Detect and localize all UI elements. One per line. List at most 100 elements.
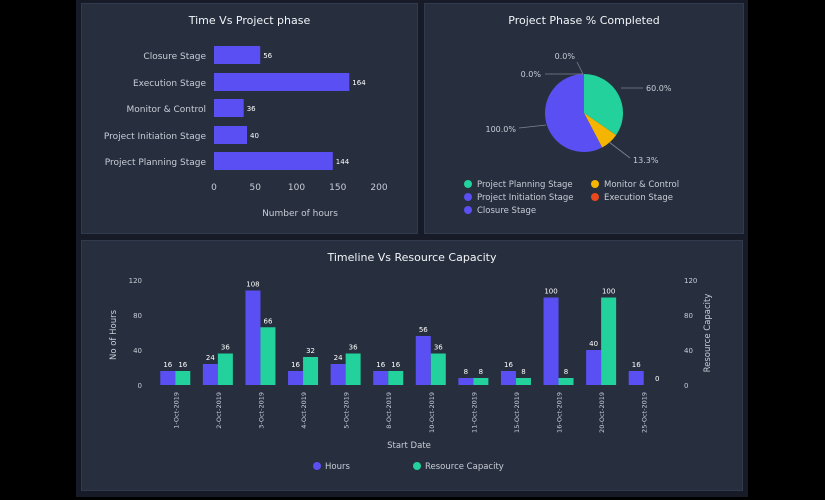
hours-bar <box>331 364 346 385</box>
resource-data-label: 0 <box>655 375 659 383</box>
leader-line <box>609 142 630 158</box>
bar <box>214 46 260 64</box>
resource-bar <box>473 378 488 385</box>
resource-bar <box>601 298 616 386</box>
slice-label: 13.3% <box>633 156 659 165</box>
resource-bar <box>303 357 318 385</box>
leader-line <box>577 62 583 74</box>
bar <box>214 152 333 170</box>
hours-data-label: 16 <box>632 361 641 369</box>
x-tick-label: 0 <box>211 183 217 193</box>
data-label: 40 <box>250 132 259 140</box>
x-tick-label: 8-Oct-2019 <box>385 392 393 429</box>
y2-tick-label: 0 <box>684 382 688 390</box>
legend-label: Execution Stage <box>604 193 673 203</box>
hours-bar <box>458 378 473 385</box>
phase-completed-chart: 60.0% 13.3% 100.0% 0.0% 0.0% Project Planning… <box>425 4 743 233</box>
legend-label: Project Initiation Stage <box>477 193 574 203</box>
category-label: Execution Stage <box>133 79 206 89</box>
resource-data-label: 100 <box>602 288 615 296</box>
legend-marker <box>313 462 321 470</box>
resource-bar <box>516 378 531 385</box>
hours-bar <box>373 371 388 385</box>
legend-marker <box>591 193 599 201</box>
hours-bar <box>160 371 175 385</box>
data-label: 56 <box>263 52 272 60</box>
y-axis-label: No of Hours <box>109 309 119 360</box>
leader-line <box>519 125 546 128</box>
x-axis-label: Number of hours <box>262 209 338 219</box>
hours-data-label: 16 <box>376 361 385 369</box>
data-label: 164 <box>352 79 366 87</box>
bar <box>214 73 349 91</box>
x-tick-label: 150 <box>329 183 346 193</box>
legend-marker <box>591 180 599 188</box>
hours-data-label: 24 <box>206 354 215 362</box>
x-tick-label: 10-Oct-2019 <box>428 392 436 433</box>
legend-marker <box>464 193 472 201</box>
hours-bar <box>416 336 431 385</box>
hours-bar <box>629 371 644 385</box>
legend-marker <box>464 180 472 188</box>
y-tick-label: 120 <box>129 277 142 285</box>
category-label: Project Initiation Stage <box>104 132 207 142</box>
resource-data-label: 8 <box>521 368 525 376</box>
x-tick-label: 3-Oct-2019 <box>257 392 265 429</box>
slice-label: 100.0% <box>485 125 516 134</box>
slice-label: 60.0% <box>646 84 672 93</box>
legend-label: Monitor & Control <box>604 180 679 190</box>
resource-data-label: 36 <box>434 344 443 352</box>
legend-label: Resource Capacity <box>425 462 504 472</box>
x-tick-label: 2-Oct-2019 <box>215 392 223 429</box>
hours-bar <box>288 371 303 385</box>
y2-tick-label: 120 <box>684 277 697 285</box>
resource-bar <box>388 371 403 385</box>
category-label: Closure Stage <box>143 52 206 62</box>
y2-tick-label: 40 <box>684 347 693 355</box>
resource-data-label: 36 <box>221 344 230 352</box>
y-tick-label: 40 <box>133 347 142 355</box>
hours-data-label: 16 <box>163 361 172 369</box>
slice-label: 0.0% <box>521 70 542 79</box>
resource-bar <box>559 378 574 385</box>
hours-data-label: 56 <box>419 326 428 334</box>
legend-label: Closure Stage <box>477 206 536 216</box>
data-label: 36 <box>247 105 256 113</box>
x-tick-label: 50 <box>250 183 262 193</box>
resource-data-label: 16 <box>178 361 187 369</box>
x-tick-label: 11-Oct-2019 <box>470 392 478 433</box>
resource-data-label: 16 <box>391 361 400 369</box>
hours-data-label: 100 <box>544 288 557 296</box>
x-tick-label: 25-Oct-2019 <box>641 392 649 433</box>
hours-bar <box>203 364 218 385</box>
resource-data-label: 66 <box>263 317 272 325</box>
resource-data-label: 36 <box>349 344 358 352</box>
hours-data-label: 40 <box>589 340 598 348</box>
legend-label: Hours <box>325 462 350 472</box>
timeline-chart: 0 040 4080 80120 120No of Hours Resource Capa… <box>82 241 742 490</box>
y2-axis-label: Resource Capacity <box>703 294 713 373</box>
hours-data-label: 8 <box>464 368 468 376</box>
resource-data-label: 8 <box>479 368 483 376</box>
x-tick-label: 15-Oct-2019 <box>513 392 521 433</box>
category-label: Monitor & Control <box>127 105 206 115</box>
resource-data-label: 8 <box>564 368 568 376</box>
resource-bar <box>260 327 275 385</box>
x-tick-label: 100 <box>288 183 305 193</box>
resource-bar <box>346 354 361 386</box>
x-axis-label: Start Date <box>387 441 431 451</box>
resource-data-label: 32 <box>306 347 315 355</box>
hours-bar <box>245 291 260 386</box>
x-tick-label: 16-Oct-2019 <box>556 392 564 433</box>
resource-bar <box>431 354 446 386</box>
slice-label: 0.0% <box>555 52 576 61</box>
x-tick-label: 5-Oct-2019 <box>343 392 351 429</box>
y-tick-label: 0 <box>138 382 142 390</box>
y-tick-label: 80 <box>133 312 142 320</box>
hours-bar <box>501 371 516 385</box>
time-vs-phase-chart: Closure Stage 56 Execution Stage 164 Monitor… <box>82 4 417 233</box>
timeline-panel: Timeline Vs Resource Capacity 0 0 40 40 80 80… <box>81 240 743 491</box>
bar <box>214 99 244 117</box>
x-tick-label: 4-Oct-2019 <box>300 392 308 429</box>
data-label: 144 <box>336 158 350 166</box>
